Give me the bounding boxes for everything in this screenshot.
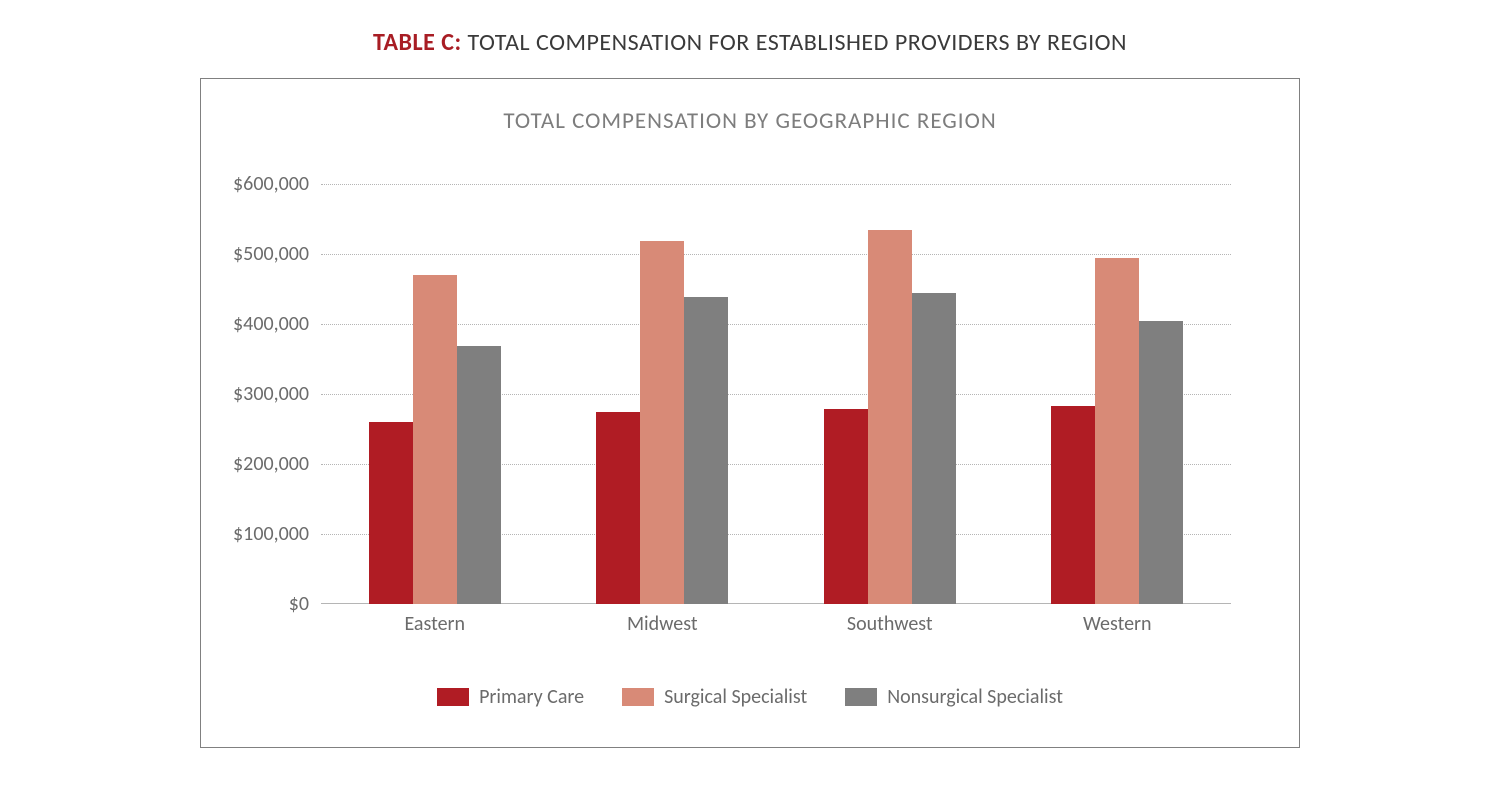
x-tick-label: Midwest xyxy=(627,604,698,636)
page-title: TABLE C: TOTAL COMPENSATION FOR ESTABLIS… xyxy=(0,0,1500,57)
legend: Primary Care Surgical Specialist Nonsurgic… xyxy=(201,685,1299,709)
chart-frame: TOTAL COMPENSATION BY GEOGRAPHIC REGION … xyxy=(200,78,1300,748)
y-tick-label: $100,000 xyxy=(233,522,321,546)
page-title-rest: TOTAL COMPENSATION FOR ESTABLISHED PROVI… xyxy=(462,28,1127,57)
chart-title: TOTAL COMPENSATION BY GEOGRAPHIC REGION xyxy=(201,79,1299,135)
bar xyxy=(868,230,912,605)
bar xyxy=(457,346,501,604)
y-tick-label: $500,000 xyxy=(233,242,321,266)
bar xyxy=(1139,321,1183,605)
legend-swatch xyxy=(437,688,469,706)
plot-area: $0$100,000$200,000$300,000$400,000$500,0… xyxy=(321,184,1231,604)
grid-line xyxy=(321,254,1231,255)
bar xyxy=(912,293,956,605)
bar xyxy=(1095,258,1139,605)
legend-label: Primary Care xyxy=(479,685,584,709)
legend-swatch xyxy=(845,688,877,706)
y-tick-label: $400,000 xyxy=(233,312,321,336)
legend-item: Primary Care xyxy=(437,685,584,709)
x-tick-label: Eastern xyxy=(404,604,465,636)
y-tick-label: $200,000 xyxy=(233,452,321,476)
bar xyxy=(1051,406,1095,604)
bar xyxy=(824,409,868,604)
bar xyxy=(369,422,413,604)
y-tick-label: $600,000 xyxy=(233,172,321,196)
bar xyxy=(684,297,728,604)
legend-item: Surgical Specialist xyxy=(622,685,807,709)
bar xyxy=(640,241,684,604)
bar xyxy=(413,275,457,604)
x-tick-label: Southwest xyxy=(847,604,933,636)
y-tick-label: $0 xyxy=(289,592,321,616)
legend-item: Nonsurgical Specialist xyxy=(845,685,1063,709)
legend-label: Surgical Specialist xyxy=(664,685,807,709)
bar xyxy=(596,412,640,605)
legend-label: Nonsurgical Specialist xyxy=(887,685,1063,709)
grid-line xyxy=(321,184,1231,185)
y-tick-label: $300,000 xyxy=(233,382,321,406)
page-title-prefix: TABLE C: xyxy=(373,28,462,57)
x-tick-label: Western xyxy=(1083,604,1152,636)
legend-swatch xyxy=(622,688,654,706)
